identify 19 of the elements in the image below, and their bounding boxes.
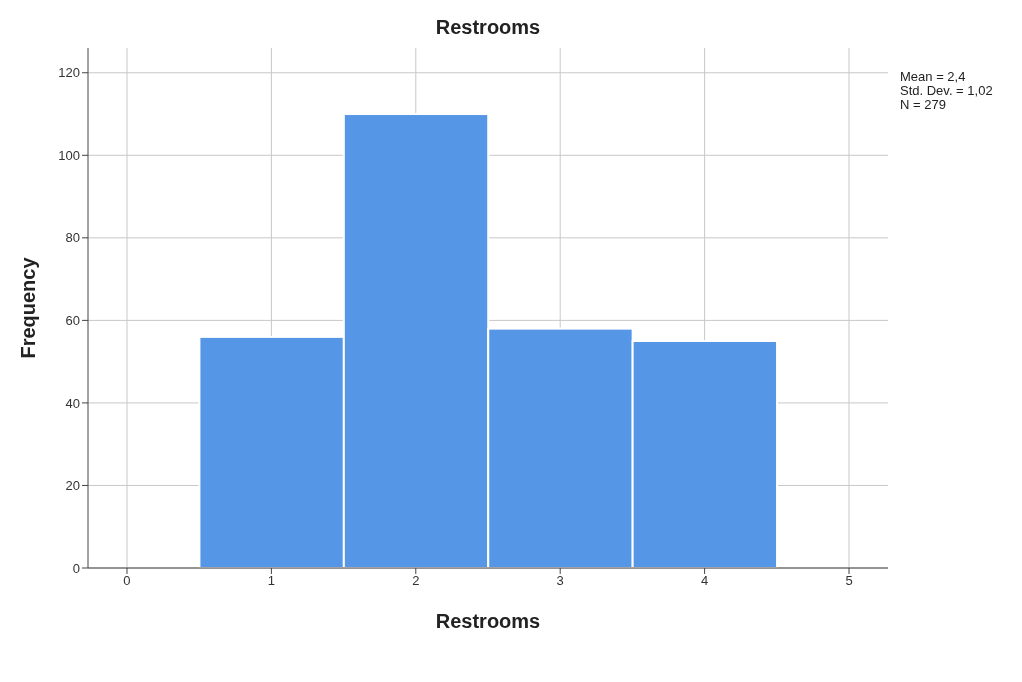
y-tick-label: 100: [58, 147, 80, 163]
x-tick-label: 2: [412, 573, 420, 589]
y-tick-label: 80: [65, 230, 80, 246]
text: N = 279: [900, 97, 947, 112]
y-tick-label: 20: [65, 478, 80, 494]
x-tick-label: 0: [123, 573, 131, 589]
y-tick-label: 60: [65, 313, 80, 328]
x-tick-label: 5: [845, 573, 853, 589]
x-tick-label: 4: [700, 573, 709, 589]
y-tick-label: 40: [65, 395, 80, 411]
chart-title: Restrooms: [434, 16, 542, 39]
text: Mean = 2,4: [900, 69, 967, 84]
y-tick-label: 0: [72, 560, 80, 576]
x-axis-title: Restrooms: [435, 610, 541, 632]
y-axis-title: Frequency: [17, 256, 40, 359]
x-tick-label: 3: [556, 573, 564, 589]
y-tick-label: 120: [58, 65, 80, 81]
x-tick-label: 1: [267, 573, 276, 589]
text: Std. Dev. = 1,02: [900, 83, 993, 98]
